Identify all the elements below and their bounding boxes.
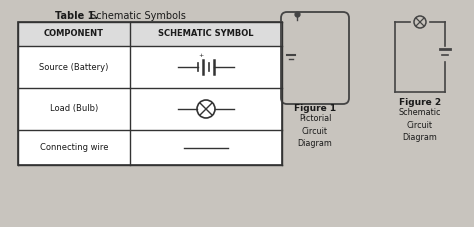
Bar (18, 22, 282, 165)
Text: COMPONENT: COMPONENT (44, 30, 104, 39)
Text: Figure 1: Figure 1 (294, 104, 336, 113)
Text: SCHEMATIC SYMBOL: SCHEMATIC SYMBOL (158, 30, 254, 39)
Bar (18, 22, 282, 46)
Text: Table 1.: Table 1. (55, 11, 98, 21)
Text: +: + (199, 53, 204, 58)
Text: Pictorial
Circuit
Diagram: Pictorial Circuit Diagram (298, 114, 332, 148)
Text: Schematic Symbols: Schematic Symbols (87, 11, 186, 21)
Text: Connecting wire: Connecting wire (40, 143, 108, 152)
Text: Load (Bulb): Load (Bulb) (50, 104, 98, 114)
Text: Schematic
Circuit
Diagram: Schematic Circuit Diagram (399, 108, 441, 142)
Text: Figure 2: Figure 2 (399, 98, 441, 107)
Text: Source (Battery): Source (Battery) (39, 62, 109, 72)
